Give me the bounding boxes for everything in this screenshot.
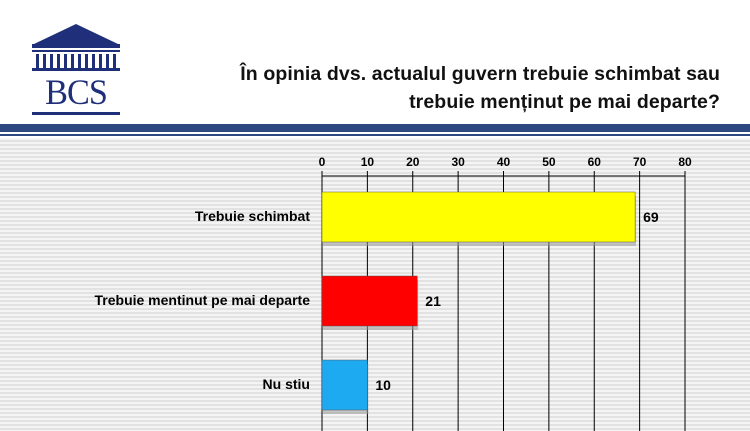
x-tick-label: 80 [678,155,692,169]
header: BCS În opinia dvs. actualul guvern trebu… [0,0,750,124]
x-tick-label: 40 [497,155,511,169]
title-line-2: trebuie menținut pe mai departe? [409,91,720,113]
category-label: Trebuie mentinut pe mai departe [94,292,311,308]
bar [321,275,418,327]
bcs-logo: BCS [26,22,126,118]
bar [321,191,636,243]
x-tick-label: 70 [633,155,647,169]
header-divider [0,124,750,132]
x-tick-label: 0 [319,155,326,169]
x-tick-label: 50 [542,155,556,169]
x-tick-label: 60 [588,155,602,169]
header-divider-thin [0,134,750,136]
category-label: Trebuie schimbat [194,208,310,224]
data-label: 21 [425,293,441,309]
logo-text: BCS [45,72,108,112]
data-label: 10 [375,377,391,393]
x-tick-label: 10 [361,155,375,169]
building-icon [32,24,120,115]
x-tick-label: 20 [406,155,420,169]
bar [321,359,368,411]
chart-background [0,138,750,431]
category-label: Nu stiu [262,376,310,392]
data-label: 69 [643,209,659,225]
title-line-1: În opinia dvs. actualul guvern trebuie s… [240,63,720,85]
chart-title: În opinia dvs. actualul guvern trebuie s… [160,60,720,116]
x-tick-label: 30 [451,155,465,169]
